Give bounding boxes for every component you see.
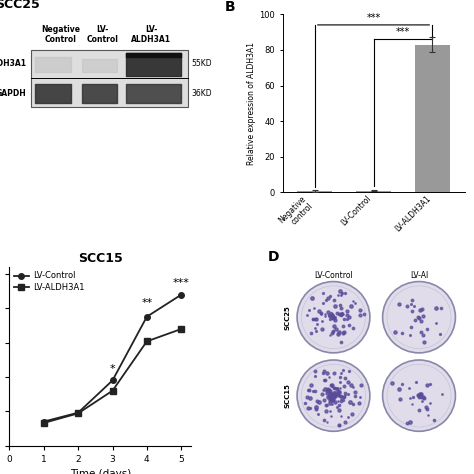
Text: LV-Control: LV-Control [314, 271, 353, 280]
Text: Negative
Control: Negative Control [41, 25, 80, 44]
Bar [356, 191, 391, 192]
Text: ***: *** [396, 27, 410, 37]
LV-ALDH3A1 [178, 326, 184, 332]
X-axis label: Time (days): Time (days) [70, 469, 131, 474]
Bar [297, 191, 332, 192]
Text: **: ** [141, 299, 153, 309]
Circle shape [297, 360, 370, 431]
LV-ALDH3A1 [109, 388, 115, 393]
Y-axis label: Relative expression of ALDH3A1: Relative expression of ALDH3A1 [247, 42, 256, 165]
LV-Control [178, 292, 184, 298]
Line: LV-ALDH3A1: LV-ALDH3A1 [41, 326, 184, 426]
Text: LV-
ALDH3A1: LV- ALDH3A1 [131, 25, 172, 44]
Bar [415, 45, 450, 192]
Circle shape [383, 282, 456, 353]
LV-ALDH3A1 [144, 338, 150, 344]
Text: GAPDH: GAPDH [0, 89, 27, 98]
Text: SCC25: SCC25 [285, 305, 291, 329]
LV-Control [75, 410, 81, 416]
Text: ***: *** [173, 278, 190, 288]
Text: ALDH3A1: ALDH3A1 [0, 59, 27, 68]
Text: SCC25: SCC25 [0, 0, 40, 10]
Legend: LV-Control, LV-ALDH3A1: LV-Control, LV-ALDH3A1 [14, 272, 84, 292]
Text: B: B [224, 0, 235, 14]
Text: 36KD: 36KD [191, 89, 212, 98]
Circle shape [383, 360, 456, 431]
Text: ***: *** [366, 13, 381, 23]
LV-Control [109, 378, 115, 383]
LV-ALDH3A1 [41, 420, 46, 426]
Circle shape [297, 282, 370, 353]
Line: LV-Control: LV-Control [41, 292, 184, 424]
Title: SCC15: SCC15 [78, 252, 123, 265]
LV-ALDH3A1 [75, 410, 81, 416]
Text: SCC15: SCC15 [285, 383, 291, 408]
Text: LV-Al: LV-Al [410, 271, 428, 280]
Text: *: * [109, 364, 115, 374]
Text: D: D [268, 250, 280, 264]
LV-Control [41, 419, 46, 424]
Text: 55KD: 55KD [191, 59, 212, 68]
Bar [31, 50, 188, 107]
LV-Control [144, 314, 150, 319]
Text: LV-
Control: LV- Control [86, 25, 118, 44]
